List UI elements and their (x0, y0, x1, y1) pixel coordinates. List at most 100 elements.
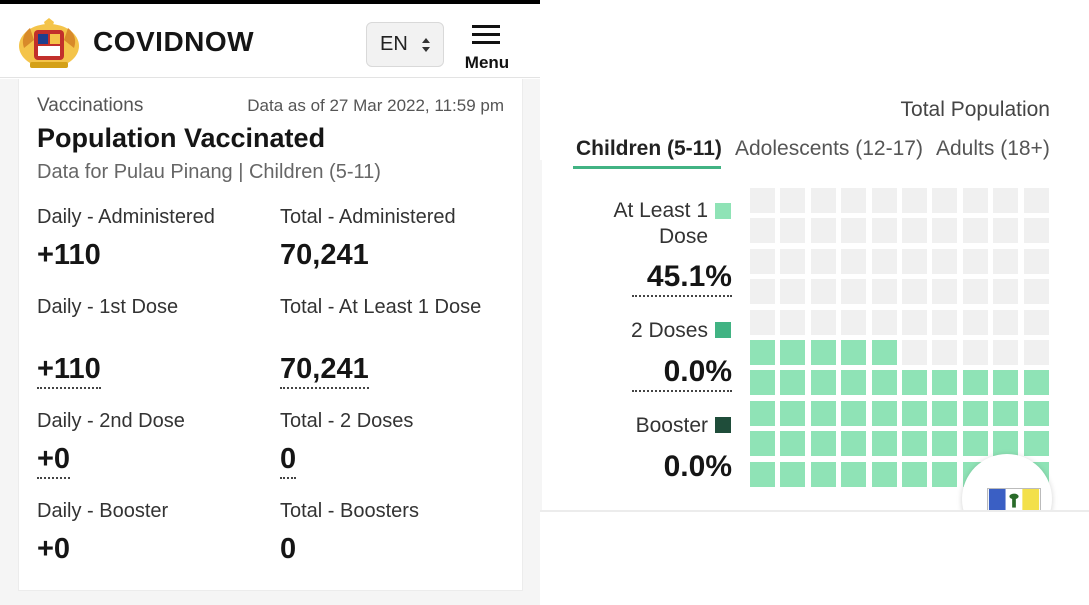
waffle-cell (750, 370, 775, 396)
tab-children[interactable]: Children (5-11) (576, 137, 722, 160)
legend-swatch-two-doses (715, 322, 731, 338)
waffle-cell (902, 400, 927, 426)
waffle-cell (993, 218, 1019, 244)
waffle-cell (750, 431, 775, 457)
waffle-cell (871, 248, 897, 274)
menu-button[interactable]: Menu (460, 22, 514, 74)
waffle-cell (1023, 279, 1049, 305)
total-boosters-label: Total - Boosters (280, 500, 419, 522)
waffle-cell (932, 279, 958, 305)
total-administered-value: 70,241 (280, 239, 369, 271)
waffle-cell (993, 431, 1019, 457)
waffle-cell (871, 309, 897, 335)
legend-booster: Booster (635, 414, 708, 437)
waffle-cell (780, 431, 806, 457)
waffle-cell (962, 431, 988, 457)
malaysia-coat-of-arms-icon[interactable] (16, 18, 82, 70)
total-two-doses-label: Total - 2 Doses (280, 410, 414, 432)
waffle-cell (750, 279, 775, 305)
waffle-cell (1023, 340, 1049, 365)
waffle-cell (750, 340, 775, 365)
section-label: Vaccinations (37, 95, 144, 116)
waffle-cell (780, 309, 806, 335)
waffle-cell (871, 279, 897, 305)
legend-two-doses: 2 Doses (630, 319, 708, 342)
daily-first-dose-label: Daily - 1st Dose (37, 296, 179, 318)
waffle-cell (993, 188, 1019, 213)
waffle-cell (750, 400, 775, 426)
waffle-cell (871, 218, 897, 244)
vaccination-stats-panel: COVIDNOW EN Menu Vaccination (0, 0, 540, 605)
legend-swatch-at-least-1-dose (715, 203, 731, 219)
card-subtitle: Data for Pulau Pinang | Children (5-11) (37, 161, 381, 183)
waffle-cell (1023, 218, 1049, 244)
waffle-cell (810, 340, 836, 365)
population-breakdown-panel: Total Population Children (5-11) Adolesc… (540, 0, 1089, 605)
total-at-least-1-dose-value[interactable]: 70,241 (280, 352, 369, 389)
top-strip (540, 0, 1089, 80)
waffle-cell (1023, 370, 1049, 396)
tab-adolescents[interactable]: Adolescents (12-17) (735, 137, 923, 160)
daily-booster-value: +0 (37, 533, 71, 565)
bottom-strip (540, 510, 1089, 605)
total-two-doses-value[interactable]: 0 (280, 442, 297, 479)
waffle-cell (1023, 309, 1049, 335)
waffle-cell (902, 461, 927, 487)
waffle-cell (780, 461, 806, 487)
waffle-cell (902, 431, 927, 457)
at-least-1-dose-percent[interactable]: 45.1% (632, 260, 732, 297)
waffle-cell (993, 370, 1019, 396)
population-vaccinated-card: Vaccinations Data as of 27 Mar 2022, 11:… (18, 79, 523, 591)
waffle-cell (932, 218, 958, 244)
waffle-cell (810, 248, 836, 274)
waffle-cell (932, 400, 958, 426)
waffle-cell (962, 188, 988, 213)
waffle-cell (810, 431, 836, 457)
waffle-cell (962, 279, 988, 305)
waffle-cell (780, 340, 806, 365)
two-doses-percent[interactable]: 0.0% (632, 355, 732, 392)
brand-name[interactable]: COVIDNOW (93, 26, 255, 57)
page-gutter (540, 160, 542, 590)
waffle-cell (750, 218, 775, 244)
waffle-cell (962, 218, 988, 244)
language-select[interactable]: EN (366, 22, 444, 67)
page-gutter (523, 79, 540, 605)
daily-second-dose-value[interactable]: +0 (37, 442, 71, 479)
waffle-cell (993, 309, 1019, 335)
waffle-cell (993, 400, 1019, 426)
waffle-cell (902, 340, 927, 365)
waffle-cell (932, 461, 958, 487)
total-at-least-1-dose-label: Total - At Least 1 Dose (280, 296, 482, 318)
daily-administered-value: +110 (37, 239, 101, 271)
waffle-cell (871, 340, 897, 365)
waffle-cell (841, 309, 867, 335)
waffle-cell (810, 188, 836, 213)
population-waffle-chart (750, 188, 1052, 490)
waffle-cell (1023, 188, 1049, 213)
waffle-cell (993, 248, 1019, 274)
booster-percent: 0.0% (663, 450, 732, 483)
waffle-cell (962, 400, 988, 426)
waffle-cell (810, 218, 836, 244)
waffle-cell (750, 309, 775, 335)
waffle-cell (902, 309, 927, 335)
page-gutter (0, 591, 540, 605)
waffle-cell (841, 188, 867, 213)
waffle-cell (871, 400, 897, 426)
tab-adults[interactable]: Adults (18+) (936, 137, 1050, 160)
daily-first-dose-value[interactable]: +110 (37, 352, 101, 389)
waffle-cell (750, 188, 775, 213)
waffle-cell (932, 431, 958, 457)
waffle-cell (902, 218, 927, 244)
waffle-cell (932, 188, 958, 213)
waffle-cell (902, 279, 927, 305)
waffle-cell (932, 370, 958, 396)
daily-administered-label: Daily - Administered (37, 206, 215, 228)
waffle-cell (871, 431, 897, 457)
waffle-cell (962, 309, 988, 335)
waffle-cell (841, 461, 867, 487)
waffle-cell (841, 218, 867, 244)
data-timestamp: Data as of 27 Mar 2022, 11:59 pm (247, 96, 504, 115)
waffle-cell (871, 461, 897, 487)
